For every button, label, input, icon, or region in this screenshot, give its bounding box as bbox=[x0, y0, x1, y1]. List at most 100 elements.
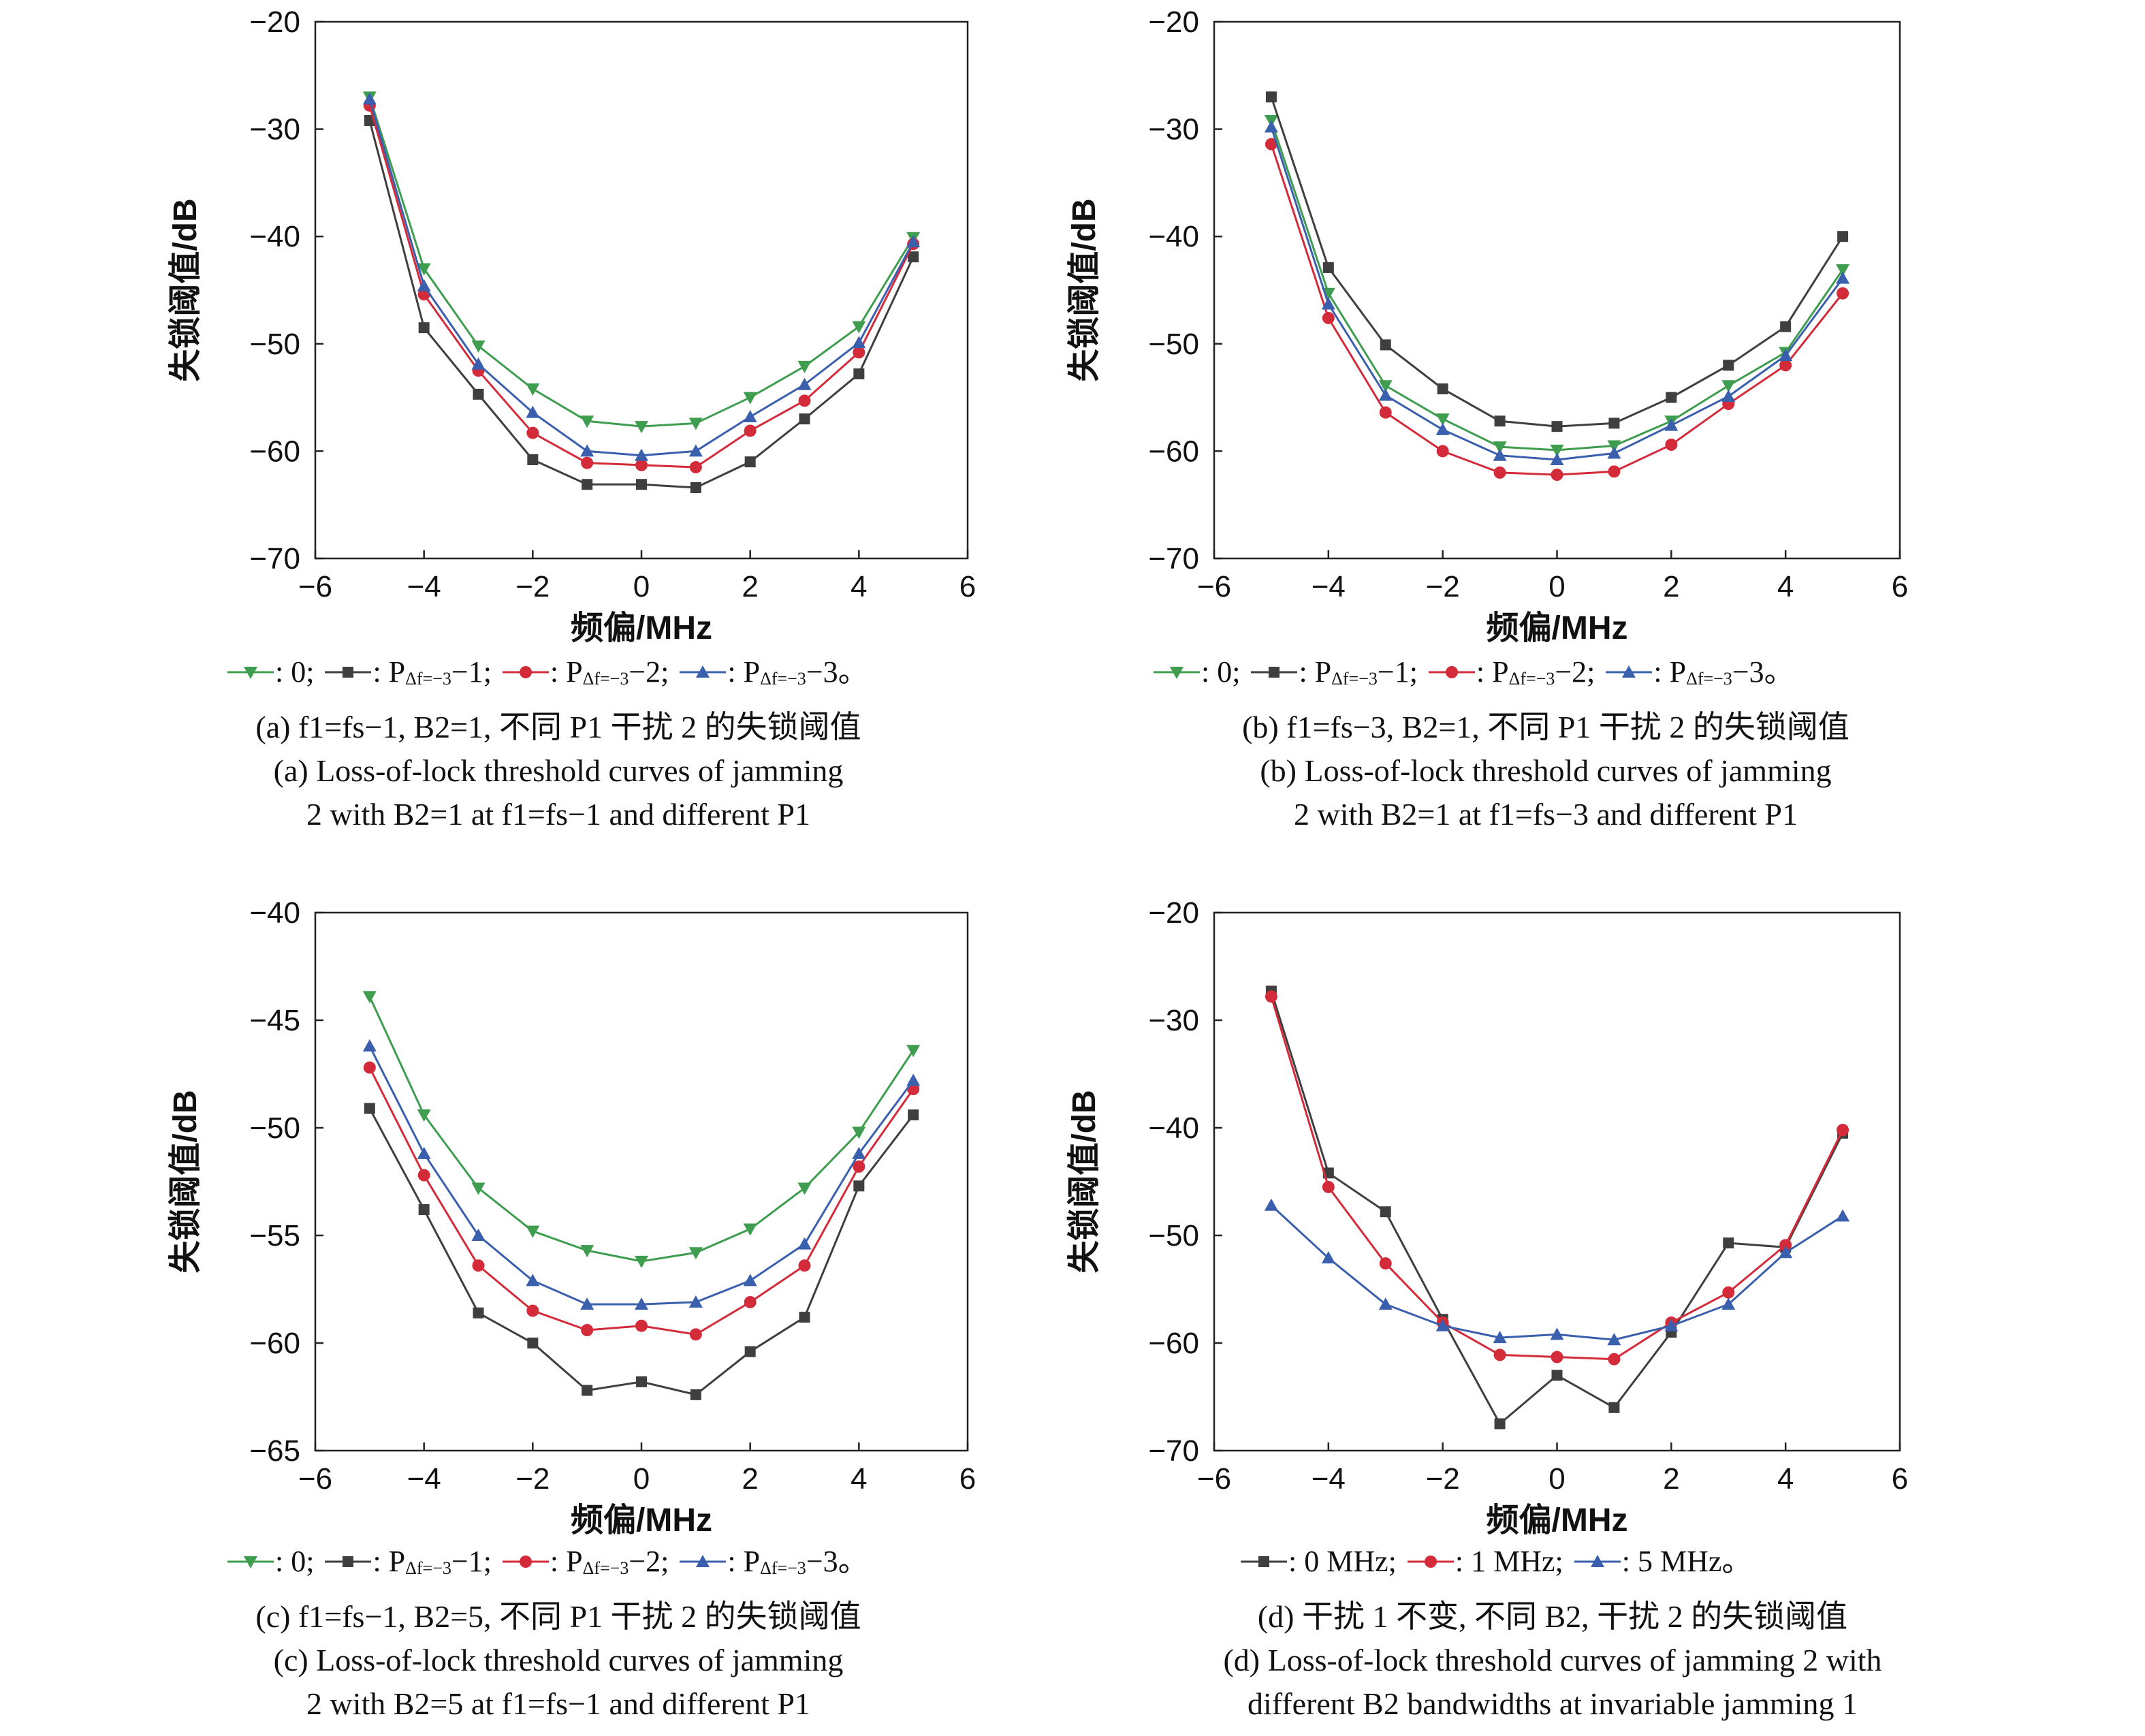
data-point-red bbox=[581, 1324, 594, 1337]
chart-d: −6 −4 −2 0 2 4 6−70−60−50−40−30−20频偏/MHz失锁阈值/d… bbox=[1066, 896, 1908, 1538]
x-tick-label: 6 bbox=[1892, 1462, 1908, 1496]
y-tick-label: −60 bbox=[1148, 435, 1199, 468]
legend-label: : P bbox=[372, 1544, 406, 1578]
data-point-black bbox=[1608, 1402, 1620, 1413]
data-point-black bbox=[364, 1103, 375, 1114]
legend-subscript: Δf=−3 bbox=[1331, 669, 1378, 689]
data-point-red bbox=[417, 1169, 430, 1182]
legend-item: : PΔf=−3−2; bbox=[1427, 652, 1595, 696]
data-point-red bbox=[853, 346, 865, 359]
legend-symbol-blue bbox=[1622, 665, 1636, 678]
y-tick-label: −70 bbox=[1148, 542, 1199, 575]
legend-label: : 1 MHz; bbox=[1455, 1544, 1563, 1578]
legend-symbol-blue bbox=[696, 665, 710, 678]
data-point-black bbox=[1380, 339, 1391, 351]
data-point-green bbox=[1836, 264, 1850, 277]
data-point-red bbox=[1379, 406, 1392, 419]
legend-symbol-red bbox=[1424, 1555, 1437, 1568]
x-tick-label: 2 bbox=[742, 570, 758, 603]
data-point-blue bbox=[526, 405, 540, 418]
legend-label-suffix: −3。 bbox=[1732, 654, 1794, 689]
caption-a-en-2: 2 with B2=1 at f1=fs−1 and different P1 bbox=[306, 797, 811, 832]
x-tick-label: −2 bbox=[1426, 1462, 1460, 1496]
legend-subscript: Δf=−3 bbox=[760, 1558, 806, 1578]
caption-a-en-1: (a) Loss-of-lock threshold curves of jam… bbox=[273, 753, 844, 788]
legend-label: : P bbox=[727, 654, 761, 689]
data-point-blue bbox=[797, 377, 812, 390]
legend-label-suffix: −2; bbox=[1555, 654, 1595, 689]
data-point-black bbox=[799, 413, 810, 425]
data-point-black bbox=[1723, 1237, 1734, 1249]
data-point-black bbox=[1551, 421, 1563, 432]
data-point-red bbox=[744, 424, 757, 437]
legend-label-suffix: −1; bbox=[451, 1544, 492, 1578]
legend-item: : PΔf=−3−1; bbox=[1250, 652, 1418, 696]
legend-marker-blue bbox=[680, 665, 727, 678]
data-point-black bbox=[1837, 231, 1849, 242]
data-point-green bbox=[635, 1255, 648, 1268]
legend-marker-blue bbox=[680, 1554, 727, 1567]
legend-label-suffix: −2; bbox=[629, 654, 669, 689]
data-point-blue bbox=[1607, 446, 1621, 459]
y-tick-label: −70 bbox=[249, 542, 300, 575]
data-point-red bbox=[1779, 359, 1792, 372]
data-point-black bbox=[690, 1389, 701, 1400]
legend-symbol-black bbox=[343, 1556, 354, 1567]
data-point-black bbox=[908, 251, 919, 263]
data-point-green bbox=[362, 991, 377, 1004]
data-point-red bbox=[526, 1304, 539, 1317]
data-point-black bbox=[744, 1346, 756, 1357]
legend-subscript: Δf=−3 bbox=[582, 1558, 629, 1578]
legend-symbol-blue bbox=[1590, 1554, 1604, 1567]
data-point-blue bbox=[1721, 1297, 1736, 1310]
legend-item: : PΔf=−3−3。 bbox=[1604, 652, 1794, 696]
legend-marker-black bbox=[1251, 666, 1298, 678]
data-point-blue bbox=[1664, 1319, 1679, 1331]
legend-marker-red bbox=[1428, 665, 1475, 678]
data-point-black bbox=[1551, 1370, 1563, 1381]
x-tick-label: 2 bbox=[1663, 570, 1679, 603]
y-axis-title: 失锁阈值/dB bbox=[168, 1090, 204, 1273]
y-tick-label: −65 bbox=[249, 1434, 300, 1468]
x-tick-label: 2 bbox=[1663, 1462, 1679, 1496]
data-point-blue bbox=[580, 444, 594, 457]
legend-subscript: Δf=−3 bbox=[1508, 669, 1555, 689]
legend-marker-black bbox=[325, 666, 372, 678]
data-point-blue bbox=[471, 357, 486, 370]
data-point-green bbox=[417, 1109, 431, 1122]
x-tick-label: 0 bbox=[633, 570, 650, 603]
data-point-blue bbox=[1836, 271, 1850, 284]
x-tick-label: −6 bbox=[298, 1462, 332, 1496]
series-line-red bbox=[368, 1067, 915, 1336]
series-line-green bbox=[1270, 120, 1844, 452]
data-point-green bbox=[852, 1126, 866, 1139]
y-tick-label: −60 bbox=[249, 435, 300, 468]
data-point-black bbox=[418, 1204, 430, 1216]
data-point-red bbox=[581, 456, 594, 469]
series-line-blue bbox=[368, 99, 915, 457]
legend-item: : PΔf=−3−3。 bbox=[678, 652, 868, 696]
legend-marker-green bbox=[227, 666, 274, 679]
data-point-green bbox=[1721, 380, 1736, 393]
y-tick-label: −55 bbox=[249, 1219, 300, 1252]
legend-item: : PΔf=−3−1; bbox=[323, 652, 492, 696]
caption-c-en-1: (c) Loss-of-lock threshold curves of jam… bbox=[273, 1643, 844, 1677]
data-point-black bbox=[636, 479, 647, 490]
data-point-red bbox=[1265, 990, 1277, 1003]
y-tick-label: −20 bbox=[1148, 896, 1199, 930]
x-tick-label: 0 bbox=[1548, 1462, 1565, 1496]
legend-symbol-blue bbox=[696, 1554, 710, 1567]
data-point-black bbox=[636, 1376, 647, 1387]
legend-label: : P bbox=[727, 1544, 761, 1578]
data-point-green bbox=[797, 360, 812, 373]
legend-item: : 0; bbox=[1152, 652, 1240, 689]
data-point-black bbox=[1666, 392, 1677, 403]
data-point-blue bbox=[1664, 418, 1679, 431]
data-point-blue bbox=[635, 448, 648, 461]
data-point-red bbox=[635, 458, 648, 471]
legend-label-suffix: −2; bbox=[629, 1544, 669, 1578]
y-tick-label: −50 bbox=[1148, 328, 1199, 361]
x-tick-label: −4 bbox=[1312, 1462, 1346, 1496]
data-point-red bbox=[1265, 138, 1277, 151]
legend-symbol-black bbox=[343, 666, 354, 678]
